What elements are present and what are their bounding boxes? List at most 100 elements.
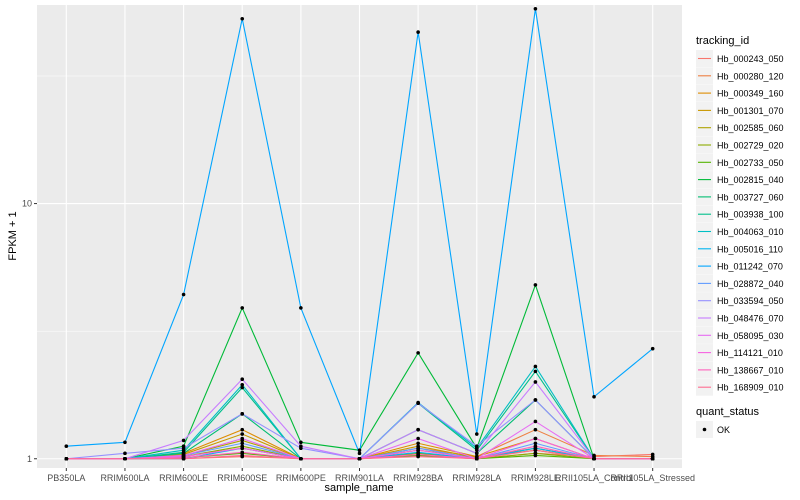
- data-point: [181, 446, 186, 450]
- y-axis-title: FPKM + 1: [7, 211, 19, 260]
- data-point: [416, 454, 420, 459]
- data-point: [357, 456, 362, 461]
- data-point: [240, 382, 245, 387]
- data-point: [299, 306, 303, 310]
- data-points: [64, 6, 655, 461]
- data-point: [416, 441, 420, 446]
- data-point: [64, 456, 69, 461]
- legend-label: Hb_003938_100: [717, 210, 784, 220]
- data-point: [650, 456, 655, 461]
- data-point: [240, 306, 245, 310]
- quant-legend-title: quant_status: [696, 406, 759, 418]
- legend-label: Hb_001301_070: [717, 106, 784, 116]
- data-point: [416, 351, 420, 355]
- data-point: [240, 412, 245, 416]
- y-tick-label: 10: [22, 199, 32, 209]
- legend-label: Hb_002585_060: [717, 123, 784, 133]
- legend-label: Hb_033594_050: [717, 296, 784, 306]
- x-tick-label: RRIM600PE: [276, 473, 326, 483]
- quant-legend-point: [702, 427, 707, 432]
- data-point: [240, 377, 245, 382]
- data-point: [240, 432, 245, 436]
- data-point: [533, 441, 538, 446]
- x-tick-label: RRIM928BA: [393, 473, 443, 483]
- data-point: [299, 456, 303, 461]
- data-point: [533, 398, 538, 402]
- quant-legend-label: OK: [717, 425, 730, 435]
- data-point: [123, 440, 127, 445]
- legend-label: Hb_048476_070: [717, 314, 784, 324]
- x-tick-label: RRII105LA_Control: [555, 473, 633, 483]
- data-point: [533, 427, 538, 432]
- x-tick-label: RRIM928LA: [452, 473, 501, 483]
- data-point: [416, 401, 420, 406]
- data-point: [240, 441, 245, 446]
- data-point: [240, 453, 245, 458]
- data-point: [299, 440, 303, 445]
- data-point: [533, 380, 538, 384]
- quant-status-legend: quant_status OK: [696, 406, 759, 438]
- x-axis: PB350LA RRIM600LA RRIM600LE RRIM600SE RRIM60…: [47, 468, 695, 483]
- x-tick-label: RRIM600SE: [217, 473, 267, 483]
- data-point: [533, 436, 538, 441]
- legend-label: Hb_002815_040: [717, 175, 784, 185]
- legend-label: Hb_138667_010: [717, 365, 784, 375]
- data-point: [592, 456, 596, 461]
- x-axis-title: sample_name: [324, 482, 393, 494]
- y-axis: 1 10: [22, 199, 37, 464]
- data-point: [533, 419, 538, 424]
- legend-label: Hb_000349_160: [717, 89, 784, 99]
- legend-label: Hb_114121_010: [717, 348, 783, 358]
- data-point: [533, 444, 538, 448]
- data-point: [474, 456, 479, 461]
- legend-label: Hb_002733_050: [717, 158, 784, 168]
- x-tick-label: RRIM600LA: [100, 473, 149, 483]
- legend-label: Hb_000243_050: [717, 54, 784, 64]
- legend-label: Hb_168909_010: [717, 383, 784, 393]
- legend-label: Hb_004063_010: [717, 227, 784, 237]
- legend-label: Hb_058095_030: [717, 331, 784, 341]
- data-point: [240, 436, 245, 441]
- legend-label: Hb_005016_110: [717, 244, 783, 254]
- legend-label: Hb_003727_060: [717, 192, 784, 202]
- data-point: [123, 456, 127, 461]
- data-point: [533, 283, 538, 287]
- tracking-id-legend: tracking_id Hb_000243_050 Hb_000280_120 Hb…: [696, 35, 784, 396]
- data-point: [533, 453, 538, 458]
- legend-label: Hb_000280_120: [717, 71, 784, 81]
- data-point: [533, 6, 538, 11]
- data-point: [240, 450, 245, 455]
- data-point: [416, 427, 420, 432]
- legend-title: tracking_id: [696, 35, 749, 47]
- data-point: [650, 346, 655, 351]
- data-point: [592, 453, 596, 458]
- x-tick-label: RRIM901LA: [335, 473, 384, 483]
- data-point: [533, 448, 538, 453]
- data-point: [357, 451, 362, 456]
- legend-label: Hb_002729_020: [717, 141, 784, 151]
- data-point: [474, 444, 479, 448]
- x-tick-label: RRIM600LE: [159, 473, 208, 483]
- data-point: [474, 451, 479, 456]
- data-point: [240, 16, 245, 21]
- data-point: [533, 364, 538, 369]
- data-point: [416, 30, 420, 34]
- data-point: [416, 436, 420, 441]
- legend-label: Hb_028872_040: [717, 279, 784, 289]
- data-point: [357, 448, 362, 453]
- data-point: [592, 394, 596, 399]
- x-tick-label: RRIM928LE: [511, 473, 560, 483]
- legend-label: Hb_011242_070: [717, 262, 783, 272]
- data-point: [416, 448, 420, 453]
- data-point: [533, 369, 538, 374]
- data-point: [64, 444, 69, 448]
- data-point: [299, 444, 303, 448]
- y-tick-label: 1: [27, 454, 32, 464]
- data-point: [181, 292, 186, 297]
- x-tick-label: PB350LA: [47, 473, 85, 483]
- data-point: [240, 385, 245, 390]
- data-point: [123, 451, 127, 456]
- data-point: [181, 438, 186, 443]
- data-point: [181, 456, 186, 461]
